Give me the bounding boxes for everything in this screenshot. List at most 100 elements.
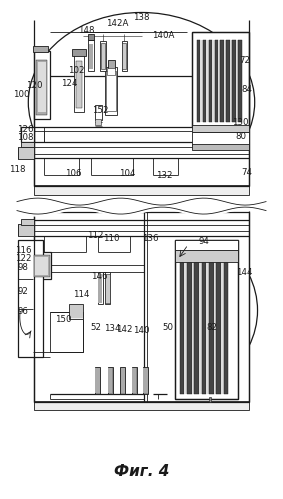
Bar [69, 304, 83, 319]
Bar [220, 40, 224, 122]
Text: 134: 134 [104, 324, 121, 333]
Text: 100: 100 [13, 90, 29, 99]
Bar [236, 40, 238, 122]
Bar [192, 32, 249, 127]
Bar [192, 132, 249, 145]
Text: 50: 50 [162, 323, 173, 332]
Text: 142A: 142A [106, 19, 129, 28]
Bar [122, 41, 127, 71]
Bar [192, 125, 249, 132]
Bar [36, 60, 47, 115]
Bar [76, 61, 82, 108]
Bar [33, 46, 48, 52]
Bar [70, 305, 83, 318]
Bar [143, 368, 148, 393]
Text: 72: 72 [239, 56, 250, 65]
Bar [175, 240, 238, 250]
Bar [34, 185, 249, 195]
Bar [180, 254, 184, 394]
Text: 52: 52 [90, 323, 101, 332]
Bar [206, 40, 209, 122]
Text: 144: 144 [236, 268, 253, 277]
Bar [192, 144, 249, 150]
Bar [107, 68, 115, 75]
Bar [95, 105, 102, 120]
Text: 124: 124 [61, 79, 78, 88]
Bar [218, 40, 220, 122]
Text: 146: 146 [91, 272, 108, 281]
Bar [108, 367, 113, 394]
Bar [21, 142, 34, 147]
Text: 82: 82 [206, 323, 217, 332]
Bar [34, 51, 50, 119]
Bar [203, 40, 206, 122]
Bar [232, 40, 236, 122]
Text: 84: 84 [241, 85, 252, 94]
Text: 130: 130 [232, 118, 249, 127]
Bar [95, 119, 101, 125]
Text: 122: 122 [15, 254, 31, 263]
Bar [202, 254, 206, 394]
Bar [194, 254, 199, 394]
Text: 112: 112 [87, 231, 104, 240]
Bar [212, 40, 215, 122]
Bar [108, 368, 112, 393]
Text: 102: 102 [68, 66, 85, 75]
Bar [209, 254, 214, 394]
Bar [18, 147, 34, 159]
Text: 114: 114 [73, 290, 90, 299]
Bar [21, 219, 34, 225]
Bar [187, 254, 192, 394]
Bar [98, 272, 103, 304]
Bar [108, 60, 115, 69]
Bar [34, 76, 249, 186]
Text: Фиг. 4: Фиг. 4 [114, 464, 169, 479]
Bar [98, 274, 102, 303]
Bar [224, 254, 228, 394]
Bar [184, 254, 187, 394]
Text: 152: 152 [92, 106, 109, 115]
Text: 140A: 140A [152, 31, 175, 40]
Text: 132: 132 [156, 171, 173, 180]
Bar [209, 40, 212, 122]
Bar [18, 240, 43, 357]
Bar [215, 40, 218, 122]
Bar [34, 401, 249, 410]
Bar [88, 34, 94, 40]
Bar [50, 312, 83, 352]
Bar [132, 367, 137, 394]
Bar [101, 43, 105, 69]
Bar [72, 49, 86, 56]
Bar [132, 368, 136, 393]
Text: 116: 116 [15, 246, 31, 255]
Ellipse shape [25, 216, 258, 405]
Bar [192, 32, 249, 127]
Bar [18, 224, 34, 236]
Bar [105, 272, 110, 304]
Text: 138: 138 [133, 13, 150, 22]
Bar [197, 40, 200, 122]
Bar [21, 127, 34, 142]
Bar [95, 367, 100, 394]
Bar [175, 240, 238, 399]
Text: 118: 118 [9, 165, 25, 174]
Bar [105, 274, 110, 303]
Bar [175, 240, 238, 399]
Bar [230, 40, 232, 122]
Text: 136: 136 [142, 234, 158, 243]
Text: 110: 110 [103, 234, 119, 243]
Bar [120, 367, 125, 394]
Text: 104: 104 [119, 169, 135, 178]
Bar [199, 254, 202, 394]
Text: 142: 142 [116, 325, 133, 334]
Bar [88, 40, 94, 71]
Bar [214, 254, 216, 394]
Text: 96: 96 [18, 307, 29, 316]
Bar [143, 367, 148, 394]
Bar [216, 254, 221, 394]
Bar [238, 40, 242, 122]
Bar [192, 254, 194, 394]
Bar [38, 62, 46, 112]
Text: 92: 92 [18, 287, 29, 296]
Text: 106: 106 [65, 169, 81, 178]
